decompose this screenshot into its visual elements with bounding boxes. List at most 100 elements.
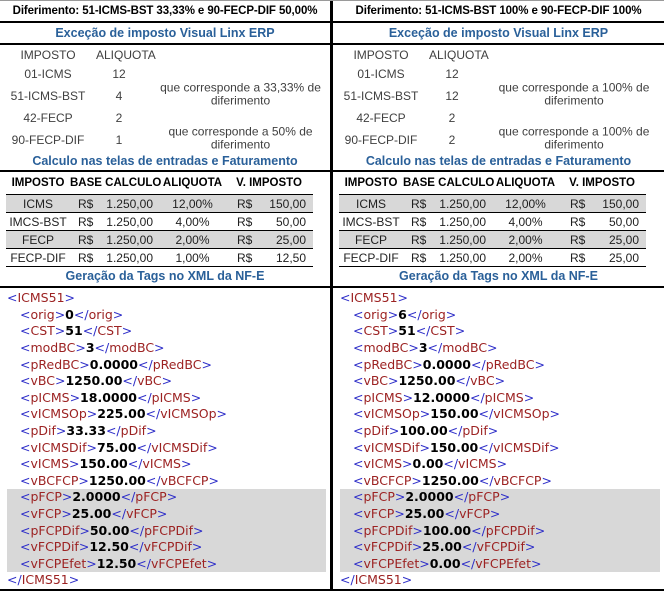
xml-open-tag: vBC — [30, 373, 55, 389]
xml-bracket: > — [206, 555, 218, 571]
imposto-cell: ICMS — [23, 196, 53, 211]
imposto-cell: 51-ICMS-BST — [343, 88, 419, 103]
xml-bracket: < — [353, 555, 364, 571]
xml-open-tag: modBC — [30, 340, 76, 356]
xml-value: 12.0000 — [413, 389, 470, 405]
xml-open-tag: CST — [363, 323, 388, 339]
xml-bracket: > — [86, 406, 98, 422]
xml-bracket: > — [146, 423, 157, 439]
xml-bracket: > — [489, 506, 501, 522]
xml-bracket: > — [531, 555, 542, 571]
xml-line: <ICMS51> — [7, 290, 330, 307]
xml-bracket: > — [548, 439, 560, 455]
xml-value: 12.50 — [96, 555, 137, 571]
currency-symbol: R$ — [570, 214, 586, 229]
xml-bracket: > — [54, 373, 66, 389]
xml-bracket: > — [192, 522, 204, 538]
v-imposto-cell: R$ 50,00 — [558, 215, 646, 229]
xml-bracket: </ — [340, 572, 355, 588]
xml-open-tag: orig — [30, 306, 55, 322]
xml-bracket: </ — [460, 555, 476, 571]
xml-bracket: > — [419, 555, 430, 571]
xml-bracket: > — [445, 306, 457, 322]
calc-col-aliquota: ALIQUOTA — [162, 177, 223, 190]
xml-close-tag: modBC — [109, 340, 155, 356]
xml-bracket: > — [408, 340, 419, 356]
xml-line: <vBCFCP>1250.00</vBCFCP> — [340, 473, 664, 490]
aliquota-cell: 12,00% — [505, 196, 546, 211]
imposto-value: 150,00 — [269, 196, 306, 211]
base-value: 1.250,00 — [106, 214, 153, 229]
xml-open-tag: pICMS — [363, 389, 403, 405]
calc-header-row: IMPOSTO BASE CALCULO ALIQUOTA V. IMPOSTO — [6, 172, 313, 196]
xml-open-tag: pFCPDif — [30, 522, 80, 538]
aliquota-cell: 2 — [448, 110, 456, 125]
xml-bracket: </ — [94, 340, 110, 356]
xml-bracket: </ — [127, 456, 143, 472]
xml-bracket: </ — [82, 323, 98, 339]
xml-bracket: > — [402, 456, 413, 472]
xml-bracket: > — [79, 356, 90, 372]
xml-close-tag: vFCP — [126, 506, 157, 522]
xml-bracket: > — [524, 539, 536, 555]
xml-close-tag: pDif — [462, 423, 488, 439]
currency-symbol: R$ — [78, 214, 94, 229]
xml-bracket: </ — [471, 356, 486, 372]
currency-symbol: R$ — [237, 232, 253, 247]
xml-bracket: < — [20, 423, 31, 439]
imposto-value: 50,00 — [608, 214, 639, 229]
xml-bracket: > — [411, 472, 422, 488]
currency-symbol: R$ — [237, 214, 253, 229]
xml-line: <vICMSOp>225.00</vICMSOp> — [7, 406, 330, 423]
imposto-cell: 90-FECP-DIF — [11, 132, 85, 147]
xml-line: </ICMS51> — [7, 572, 330, 589]
xml-open-tag: vICMSDif — [363, 439, 420, 455]
base-value: 1.250,00 — [106, 232, 153, 247]
imposto-value: 25,00 — [275, 232, 306, 247]
exception-table: IMPOSTO ALIQUOTA 01-ICMS 12 51-ICMS-BST 12 4… — [333, 45, 664, 153]
xml-bracket: > — [121, 323, 133, 339]
xml-open-tag: vFCPDif — [363, 539, 412, 555]
imposto-cell: FECP-DIF — [10, 250, 66, 265]
currency-symbol: R$ — [570, 250, 586, 265]
xml-bracket: </ — [469, 389, 485, 405]
xml-open-tag: vFCPEfet — [30, 555, 87, 571]
xml-bracket: </ — [105, 423, 121, 439]
panel-title: Diferimento: 51-ICMS-BST 33,33% e 90-FEC… — [0, 1, 330, 23]
xml-close-tag: orig — [421, 306, 446, 322]
xml-close-tag: vICMS — [142, 456, 181, 472]
xml-bracket: > — [64, 290, 76, 306]
currency-symbol: R$ — [78, 250, 94, 265]
xml-close-tag: vBC — [470, 373, 495, 389]
xml-bracket: < — [353, 439, 364, 455]
xml-bracket: < — [20, 373, 31, 389]
xml-bracket: < — [20, 340, 31, 356]
xml-value: 2.0000 — [72, 489, 121, 505]
imposto-value: 12,50 — [275, 250, 306, 265]
xml-value: 150.00 — [430, 439, 479, 455]
calc-col-base-calculo: BASE CALCULO — [70, 177, 162, 190]
aliquota-cell: 12 — [445, 66, 459, 81]
currency-symbol: R$ — [237, 196, 253, 211]
xml-bracket: > — [387, 323, 399, 339]
xml-open-tag: ICMS51 — [17, 290, 65, 306]
xml-close-tag: vFCPEfet — [150, 555, 207, 571]
xml-bracket: > — [208, 472, 219, 488]
calc-row: FECP R$ 1.250,00 2,00% R$ 25,00 — [339, 231, 646, 250]
xml-bracket: > — [61, 506, 72, 522]
calc-header-row: IMPOSTO BASE CALCULO ALIQUOTA V. IMPOSTO — [339, 172, 646, 196]
exception-heading: Exceção de imposto Visual Linx ERP — [333, 23, 664, 45]
imposto-value: 150,00 — [602, 196, 639, 211]
xml-line: <pDif>33.33</pDif> — [7, 423, 330, 440]
aliquota-cell: 1 — [115, 132, 123, 147]
xml-bracket: </ — [478, 406, 494, 422]
xml-bracket: > — [112, 306, 124, 322]
xml-bracket: </ — [7, 572, 22, 588]
xml-close-tag: vBC — [137, 373, 162, 389]
xml-open-tag: vICMSDif — [30, 439, 87, 455]
xml-bracket: </ — [128, 539, 144, 555]
aliquota-cell: 12 — [445, 88, 459, 103]
calc-row: FECP-DIF R$ 1.250,00 1,00% R$ 12,50 — [6, 249, 313, 268]
currency-symbol: R$ — [411, 250, 427, 265]
